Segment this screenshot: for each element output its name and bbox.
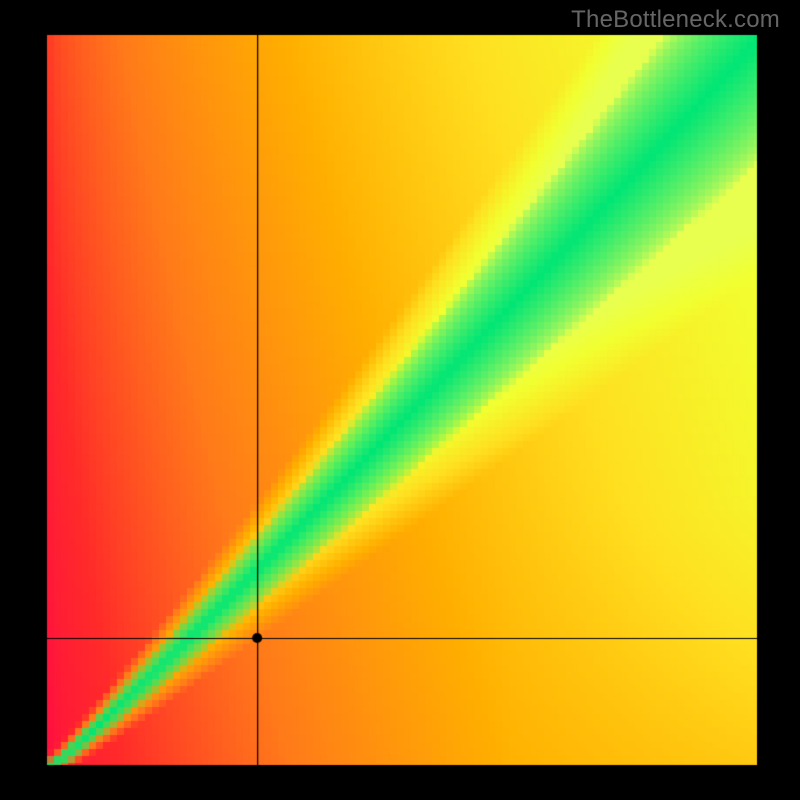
- chart-container: TheBottleneck.com: [0, 0, 800, 800]
- attribution-label: TheBottleneck.com: [571, 6, 780, 34]
- heatmap-canvas: [0, 0, 800, 800]
